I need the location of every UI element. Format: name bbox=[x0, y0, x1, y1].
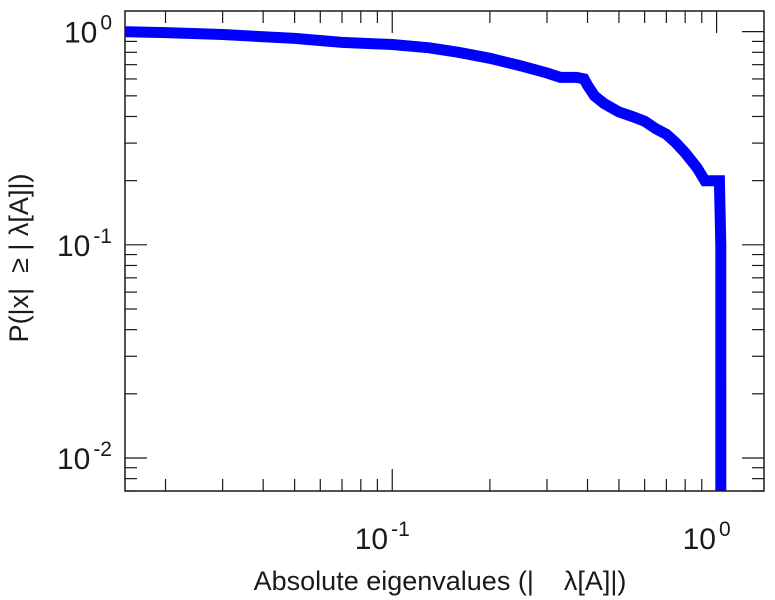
x-tick-label: 10 0 bbox=[683, 518, 731, 556]
y-tick-label: 10 0 bbox=[64, 12, 112, 50]
x-tick-label: 10 -1 bbox=[355, 518, 410, 556]
y-tick-label: 10 -2 bbox=[57, 438, 112, 476]
y-axis-label: P(|x| ≥ | λ[A]|) bbox=[4, 174, 34, 343]
series-layer bbox=[124, 26, 727, 491]
tick-exponent: 0 bbox=[719, 518, 731, 541]
tick-base: 10 bbox=[64, 17, 97, 50]
axis-ticks bbox=[125, 11, 764, 492]
tick-exponent: -1 bbox=[93, 225, 112, 248]
tick-labels: 10 -1 10 010 -210 -110 0 bbox=[57, 12, 731, 556]
tick-exponent: -1 bbox=[391, 518, 410, 541]
tick-base: 10 bbox=[57, 443, 90, 476]
tick-base: 10 bbox=[355, 523, 388, 556]
series-line bbox=[124, 26, 727, 491]
tick-base: 10 bbox=[57, 230, 90, 263]
tick-exponent: 0 bbox=[100, 12, 112, 35]
plot-frame bbox=[124, 10, 765, 492]
tick-exponent: -2 bbox=[93, 438, 112, 461]
tick-base: 10 bbox=[683, 523, 716, 556]
x-axis-label: Absolute eigenvalues (| λ[A]|) bbox=[254, 566, 627, 596]
y-tick-label: 10 -1 bbox=[57, 225, 112, 263]
